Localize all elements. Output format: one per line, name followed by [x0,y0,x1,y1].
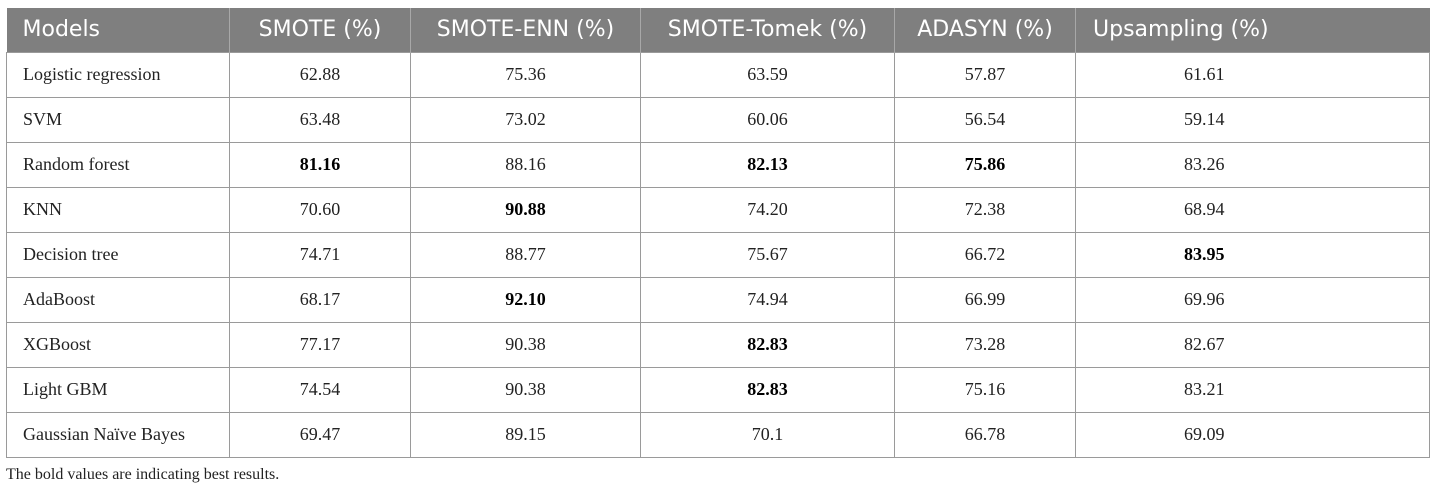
smote-tomek-value-cell: 74.20 [640,186,895,233]
model-name-cell: Light GBM [6,366,230,413]
smote-enn-value-cell: 73.02 [410,96,641,143]
upsampling-value-cell: 83.21 [1075,366,1430,413]
smote-tomek-value-cell: 60.06 [640,96,895,143]
header-models: Models [22,17,101,43]
smote-value-cell: 77.17 [229,321,411,368]
smote-value-cell: 81.16 [229,141,411,188]
results-table: Models SMOTE (%) SMOTE-ENN (%) SMOTE-Tom… [6,8,1430,458]
model-name-cell: KNN [6,186,230,233]
smote-tomek-value-cell: 75.67 [640,231,895,278]
smote-enn-value-cell: 90.38 [410,321,641,368]
model-name-cell: AdaBoost [6,276,230,323]
model-name-cell: Logistic regression [6,51,230,98]
upsampling-value-cell: 69.09 [1075,411,1430,458]
adasyn-value-cell: 66.99 [894,276,1076,323]
table-row: SVM 63.48 73.02 60.06 56.54 59.14 [6,96,1430,143]
table-row: Random forest 81.16 88.16 82.13 75.86 83.26 [6,141,1430,188]
adasyn-value-cell: 73.28 [894,321,1076,368]
adasyn-value-cell: 56.54 [894,96,1076,143]
header-upsampling: Upsampling (%) [1075,8,1430,52]
header-smote-enn: SMOTE-ENN (%) [410,8,641,52]
smote-tomek-value-cell: 63.59 [640,51,895,98]
model-name-cell: SVM [6,96,230,143]
smote-value-cell: 63.48 [229,96,411,143]
table-row: Light GBM 74.54 90.38 82.83 75.16 83.21 [6,366,1430,413]
smote-value-cell: 74.71 [229,231,411,278]
adasyn-value-cell: 75.86 [894,141,1076,188]
smote-value-cell: 68.17 [229,276,411,323]
table-row: AdaBoost 68.17 92.10 74.94 66.99 69.96 [6,276,1430,323]
table-row: Gaussian Naïve Bayes 69.47 89.15 70.1 66.78 6… [6,411,1430,458]
upsampling-value-cell: 59.14 [1075,96,1430,143]
header-smote: SMOTE (%) [229,8,411,52]
model-name-cell: XGBoost [6,321,230,368]
adasyn-value-cell: 72.38 [894,186,1076,233]
smote-enn-value-cell: 88.16 [410,141,641,188]
upsampling-value-cell: 68.94 [1075,186,1430,233]
smote-value-cell: 70.60 [229,186,411,233]
smote-tomek-value-cell: 82.83 [640,321,895,368]
smote-tomek-value-cell: 74.94 [640,276,895,323]
results-table-container: Models SMOTE (%) SMOTE-ENN (%) SMOTE-Tom… [6,8,1430,458]
table-header: Models SMOTE (%) SMOTE-ENN (%) SMOTE-Tom… [6,8,1430,52]
header-row: Models SMOTE (%) SMOTE-ENN (%) SMOTE-Tom… [6,8,1430,52]
model-name-cell: Gaussian Naïve Bayes [6,411,230,458]
smote-value-cell: 69.47 [229,411,411,458]
smote-enn-value-cell: 92.10 [410,276,641,323]
smote-enn-value-cell: 88.77 [410,231,641,278]
upsampling-value-cell: 82.67 [1075,321,1430,368]
upsampling-value-cell: 61.61 [1075,51,1430,98]
table-body: Logistic regression 62.88 75.36 63.59 57.87 6… [6,51,1430,458]
smote-tomek-value-cell: 70.1 [640,411,895,458]
table-row: KNN 70.60 90.88 74.20 72.38 68.94 [6,186,1430,233]
smote-enn-value-cell: 90.88 [410,186,641,233]
smote-enn-value-cell: 89.15 [410,411,641,458]
smote-value-cell: 74.54 [229,366,411,413]
upsampling-value-cell: 83.95 [1075,231,1430,278]
table-footnote: The bold values are indicating best resu… [6,466,280,483]
smote-tomek-value-cell: 82.83 [640,366,895,413]
smote-tomek-value-cell: 82.13 [640,141,895,188]
table-row: XGBoost 77.17 90.38 82.83 73.28 82.67 [6,321,1430,368]
table-row: Decision tree 74.71 88.77 75.67 66.72 83.95 [6,231,1430,278]
smote-enn-value-cell: 90.38 [410,366,641,413]
upsampling-value-cell: 83.26 [1075,141,1430,188]
smote-value-cell: 62.88 [229,51,411,98]
header-adasyn: ADASYN (%) [894,8,1076,52]
adasyn-value-cell: 57.87 [894,51,1076,98]
model-name-cell: Decision tree [6,231,230,278]
adasyn-value-cell: 75.16 [894,366,1076,413]
smote-enn-value-cell: 75.36 [410,51,641,98]
upsampling-value-cell: 69.96 [1075,276,1430,323]
adasyn-value-cell: 66.72 [894,231,1076,278]
header-smote-tomek: SMOTE-Tomek (%) [640,8,895,52]
adasyn-value-cell: 66.78 [894,411,1076,458]
model-name-cell: Random forest [6,141,230,188]
table-row: Logistic regression 62.88 75.36 63.59 57.87 6… [6,51,1430,98]
